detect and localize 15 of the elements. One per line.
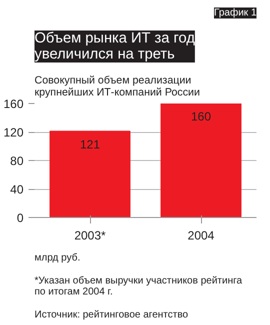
data-label: 121 <box>80 137 100 152</box>
y-tick-label: 160 <box>3 97 24 111</box>
y-tick-label: 80 <box>10 154 24 168</box>
text: млрд руб. <box>34 252 80 264</box>
chart-title: Объем рынка ИТ за год увеличился на треть <box>34 30 196 62</box>
chart-subtitle: Совокупный объем реализации крупнейших ИТ-компаний России <box>34 74 200 98</box>
y-tick-label: 40 <box>10 182 24 196</box>
y-tick-label: 120 <box>3 126 24 140</box>
y-tick-label: 0 <box>16 211 24 225</box>
text: *Указан объем выручки участников рейтинга по итогам 2004 г. <box>34 276 243 298</box>
x-tick-label: 2003* <box>74 228 106 242</box>
data-label: 160 <box>190 110 212 124</box>
text: Источник: рейтинговое агентство <box>34 310 189 320</box>
x-tick-label: 2004 <box>188 228 215 242</box>
text: График 1 <box>214 8 257 18</box>
